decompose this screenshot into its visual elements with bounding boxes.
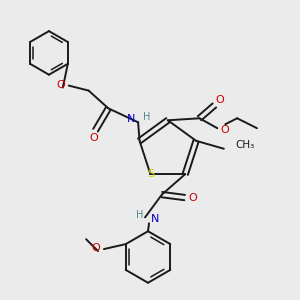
Text: O: O bbox=[89, 133, 98, 143]
Text: H: H bbox=[136, 210, 143, 220]
Text: O: O bbox=[91, 243, 100, 253]
Text: O: O bbox=[220, 125, 229, 135]
Text: N: N bbox=[127, 114, 135, 124]
Text: CH₃: CH₃ bbox=[236, 140, 255, 150]
Text: O: O bbox=[188, 193, 197, 202]
Text: S: S bbox=[147, 169, 154, 179]
Text: O: O bbox=[56, 80, 65, 90]
Text: O: O bbox=[215, 95, 224, 106]
Text: H: H bbox=[143, 112, 150, 122]
Text: N: N bbox=[151, 214, 159, 224]
